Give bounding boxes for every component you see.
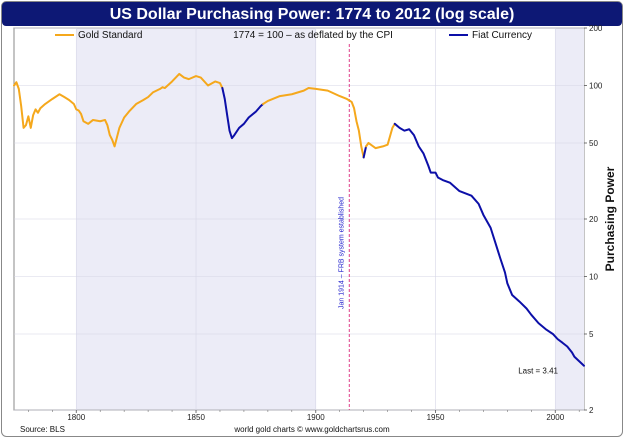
legend-fiat-label: Fiat Currency [472,30,532,41]
series-line-gold-standard [13,72,224,148]
series-line-gold-standard [262,87,365,159]
y-tick-label: 20 [589,215,598,224]
y-tick-label: 10 [589,272,598,281]
series-line-fiat-currency [362,145,368,159]
y-tick-label: 100 [589,81,603,90]
series-line-fiat-currency [393,122,585,367]
series-line-fiat-currency [221,87,265,140]
title-bar [2,2,622,26]
x-tick-label: 1850 [187,413,205,422]
y-tick-label: 200 [589,24,603,33]
series-line-gold-standard [365,122,396,150]
x-axis-ticks: 1800 1850 1900 1950 2000 [28,410,580,422]
x-tick-label: 1800 [67,413,85,422]
fed-event-annotation: Jan 1914 – FRB system established [338,197,345,309]
grid [14,27,584,411]
x-tick-label: 1950 [427,413,445,422]
x-tick-label: 1900 [307,413,325,422]
chart-subtitle: 1774 = 100 – as deflated by the CPI [233,30,393,41]
chart-title: US Dollar Purchasing Power: 1774 to 2012… [110,6,515,23]
y-tick-label: 2 [589,406,594,415]
footer-credit: world gold charts © www.goldchartsrus.co… [233,425,390,434]
y-tick-label: 50 [589,139,598,148]
series-layer [13,72,585,367]
y-axis-label: Purchasing Power [603,166,617,271]
y-axis-ticks: 2 5 10 20 50 100 200 [584,24,603,415]
y-tick-label: 5 [589,330,594,339]
footer-source: Source: BLS [20,425,65,434]
x-tick-label: 2000 [546,413,564,422]
last-value-label: Last = 3.41 [518,367,558,376]
legend-gold-label: Gold Standard [78,30,143,41]
legend: Gold Standard Fiat Currency [55,30,532,41]
